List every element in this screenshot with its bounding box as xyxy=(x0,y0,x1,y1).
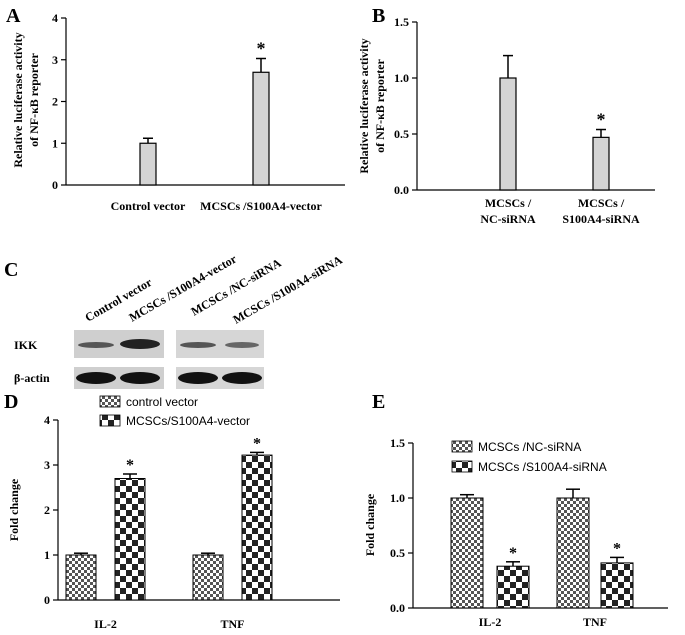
bar xyxy=(114,478,146,601)
y-axis-label: Fold change xyxy=(363,493,377,556)
panel-letter: B xyxy=(372,5,385,27)
legend-swatch xyxy=(451,440,473,453)
band xyxy=(225,342,259,348)
significance: * xyxy=(613,540,621,557)
x-tick-label: MCSCs /S100A4-vector xyxy=(200,199,322,213)
error-bar xyxy=(566,488,580,498)
x-tick-label: IL-2 xyxy=(94,617,117,631)
error-bar xyxy=(506,561,520,567)
y-tick-label: 1.5 xyxy=(390,436,405,450)
panel-letter: E xyxy=(372,391,385,413)
bar xyxy=(450,497,484,609)
band xyxy=(120,372,160,384)
y-tick-label: 4 xyxy=(44,413,50,427)
bar xyxy=(600,562,634,609)
band xyxy=(76,372,116,384)
y-tick-label: 3 xyxy=(52,53,58,67)
y-tick-label: 3 xyxy=(44,458,50,472)
bar xyxy=(592,136,610,191)
x-tick-label: IL-2 xyxy=(479,615,502,629)
band xyxy=(178,372,218,384)
panel-letter: D xyxy=(4,391,18,413)
bar xyxy=(499,77,517,191)
y-axis-label: Relative luciferase activity of NF-κB rep… xyxy=(11,32,41,167)
band xyxy=(222,372,262,384)
row-label: β-actin xyxy=(14,371,50,385)
y-tick-label: 0 xyxy=(52,178,58,192)
bar xyxy=(496,565,530,609)
x-tick-label: TNF xyxy=(583,615,607,629)
y-tick-label: 1 xyxy=(44,548,50,562)
significance: * xyxy=(509,545,517,562)
error-bar xyxy=(143,137,153,144)
bar xyxy=(139,142,157,186)
bar xyxy=(252,71,270,186)
significance: * xyxy=(597,110,606,130)
significance: * xyxy=(253,435,261,452)
y-tick-label: 1 xyxy=(52,136,58,150)
y-tick-label: 0 xyxy=(44,593,50,607)
panel-letter: A xyxy=(6,5,21,27)
x-tick-label: MCSCs / NC-siRNA xyxy=(480,196,536,226)
bar xyxy=(65,554,97,601)
y-axis-label: Fold change xyxy=(7,478,21,541)
significance: * xyxy=(126,457,134,474)
error-bar xyxy=(596,128,606,138)
bar xyxy=(556,497,590,609)
y-tick-label: 1.5 xyxy=(394,15,409,29)
y-tick-label: 0.0 xyxy=(394,183,409,197)
legend-label: MCSCs/S100A4-vector xyxy=(126,414,250,428)
error-bar xyxy=(256,57,266,73)
error-bar xyxy=(503,54,513,78)
legend-label: control vector xyxy=(126,395,198,409)
error-bar xyxy=(610,556,624,563)
y-tick-label: 0.5 xyxy=(390,546,405,560)
band xyxy=(180,342,216,348)
significance: * xyxy=(257,38,266,58)
error-bar xyxy=(74,552,88,555)
error-bar xyxy=(460,493,474,498)
y-axis-label: Relative luciferase activity of NF-κB rep… xyxy=(357,38,387,173)
y-tick-label: 0.0 xyxy=(390,601,405,615)
legend-label: MCSCs /NC-siRNA xyxy=(478,440,581,454)
error-bar xyxy=(250,451,264,456)
band xyxy=(78,342,114,348)
x-tick-label: Control vector xyxy=(111,199,186,213)
y-tick-label: 1.0 xyxy=(390,491,405,505)
y-tick-label: 4 xyxy=(52,11,58,25)
bar xyxy=(241,454,273,601)
row-label: IKK xyxy=(14,338,38,352)
band xyxy=(120,339,160,349)
panel-letter: C xyxy=(4,259,18,281)
error-bar xyxy=(201,552,215,555)
blot-panel: C Control vector MCSCs /S100A4-vector MC… xyxy=(4,251,345,389)
lane-label: MCSCs /S100A4-siRNA xyxy=(231,252,345,326)
y-tick-label: 0.5 xyxy=(394,127,409,141)
bar xyxy=(192,554,224,601)
legend-label: MCSCs /S100A4-siRNA xyxy=(478,460,607,474)
x-tick-label: MCSCs / S100A4-siRNA xyxy=(562,196,640,226)
legend-swatch xyxy=(451,460,473,473)
y-tick-label: 2 xyxy=(52,95,58,109)
legend-swatch xyxy=(99,395,121,408)
legend-swatch xyxy=(99,414,121,427)
y-tick-label: 1.0 xyxy=(394,71,409,85)
error-bar xyxy=(123,473,137,479)
x-tick-label: TNF xyxy=(221,617,245,631)
y-tick-label: 2 xyxy=(44,503,50,517)
